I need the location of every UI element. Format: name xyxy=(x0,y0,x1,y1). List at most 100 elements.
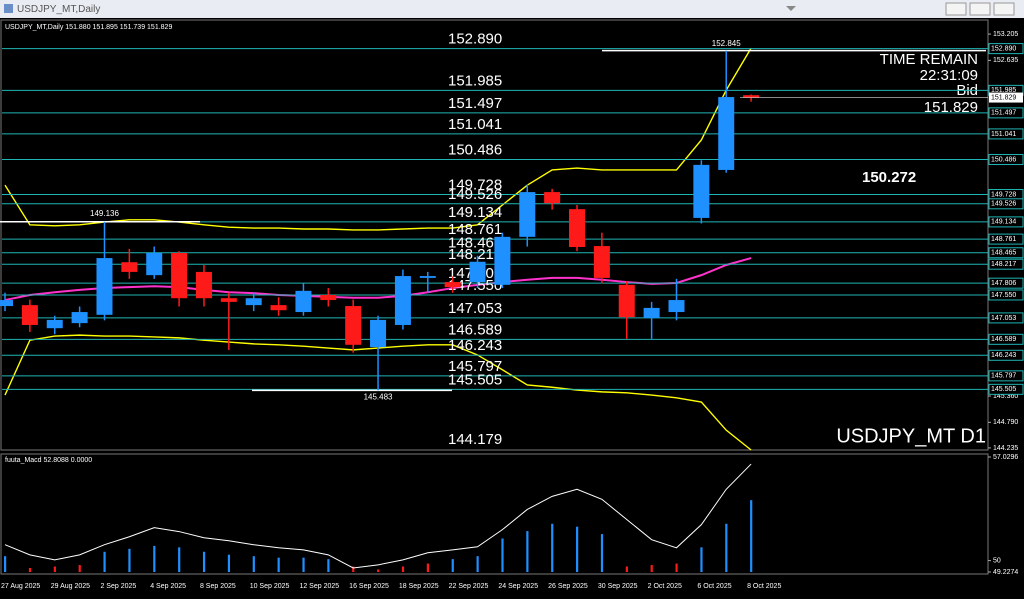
x-tick-label: 24 Sep 2025 xyxy=(498,583,538,590)
macd-bar xyxy=(426,563,429,572)
level-axis-label: 145.797 xyxy=(991,373,1016,380)
level-axis-box xyxy=(988,247,1024,259)
candle-body xyxy=(618,284,635,318)
level-label: 151.497 xyxy=(448,95,502,112)
level-axis-label: 146.589 xyxy=(991,336,1016,343)
macd-bar xyxy=(153,545,156,572)
candle-body xyxy=(444,282,461,288)
bid-axis-label: 151.829 xyxy=(991,94,1016,101)
level-label: 147.550 xyxy=(448,277,502,294)
macd-bar xyxy=(700,547,703,572)
level-axis-label: 147.550 xyxy=(991,292,1016,299)
mid-price: 150.272 xyxy=(862,169,916,186)
candle-body xyxy=(544,192,561,204)
candle-body xyxy=(593,246,610,278)
candle-body xyxy=(494,236,511,285)
macd-bar xyxy=(750,500,753,572)
level-axis-label: 149.134 xyxy=(991,219,1016,226)
bid-price: 151.829 xyxy=(924,99,978,116)
candle-body xyxy=(643,307,660,319)
macd-bar xyxy=(526,531,529,572)
level-axis-box xyxy=(988,383,1024,395)
y-tick-label: 144.790 xyxy=(993,419,1018,426)
x-tick-label: 6 Oct 2025 xyxy=(697,583,731,590)
x-tick-label: 8 Sep 2025 xyxy=(200,583,236,590)
macd-tick-label: 57.0296 xyxy=(993,454,1018,461)
candle-body xyxy=(345,306,362,345)
level-label: 152.890 xyxy=(448,31,502,48)
level-axis-label: 151.041 xyxy=(991,131,1016,138)
macd-bar xyxy=(227,554,231,572)
level-axis-box xyxy=(988,349,1024,361)
macd-bar xyxy=(551,523,554,572)
x-tick-label: 12 Sep 2025 xyxy=(299,583,339,590)
main-panel xyxy=(0,19,989,451)
dropdown[interactable] xyxy=(786,6,796,11)
candle-body xyxy=(46,319,63,329)
macd-bar xyxy=(302,557,305,572)
x-tick-label: 22 Sep 2025 xyxy=(449,583,489,590)
macd-line xyxy=(4,463,752,569)
level-axis-label: 148.217 xyxy=(991,261,1016,268)
level-label: 149.526 xyxy=(448,186,502,203)
close-button[interactable] xyxy=(993,2,1015,16)
candle-body xyxy=(569,209,586,247)
indicator-line xyxy=(4,47,752,231)
candle-body xyxy=(270,305,287,311)
candle-body xyxy=(171,252,188,299)
macd-panel xyxy=(0,453,989,575)
symbol-label: USDJPY_MT D1 xyxy=(836,425,986,447)
candle-body xyxy=(743,95,760,98)
y-tick-label: 152.635 xyxy=(993,57,1018,64)
x-tick-label: 4 Sep 2025 xyxy=(150,583,186,590)
candle-body xyxy=(295,290,312,313)
candle-body xyxy=(370,319,387,348)
candle-body xyxy=(718,97,735,170)
level-axis-box xyxy=(988,370,1024,382)
x-tick-label: 10 Sep 2025 xyxy=(250,583,290,590)
candle-body xyxy=(71,312,88,324)
candle-body xyxy=(394,276,411,325)
macd-tick-label: 50 xyxy=(993,557,1001,564)
level-axis-box xyxy=(988,233,1024,245)
level-axis-label: 150.486 xyxy=(991,156,1016,163)
level-axis-label: 151.985 xyxy=(991,87,1016,94)
macd-bar xyxy=(725,523,728,572)
bid-axis-box xyxy=(989,92,1023,103)
maximize-button[interactable] xyxy=(969,2,991,16)
x-tick-label: 29 Aug 2025 xyxy=(51,583,90,590)
x-tick-label: 30 Sep 2025 xyxy=(598,583,638,590)
macd-bar xyxy=(675,563,678,572)
minimize-button[interactable] xyxy=(945,2,967,16)
candle-body xyxy=(245,298,262,306)
level-label: 150.486 xyxy=(448,141,502,158)
macd-bar xyxy=(501,538,504,572)
level-axis-label: 149.728 xyxy=(991,191,1016,198)
candle-body xyxy=(320,294,337,301)
level-axis-label: 146.243 xyxy=(991,352,1016,359)
candle-body xyxy=(469,261,486,283)
level-label: 146.589 xyxy=(448,321,502,338)
macd-bar xyxy=(600,534,604,572)
time-remain-label: TIME REMAIN xyxy=(880,51,978,68)
level-axis-box xyxy=(988,128,1024,140)
macd-bar xyxy=(401,566,405,572)
level-axis-box xyxy=(988,258,1024,270)
level-label: 148.465 xyxy=(448,235,502,252)
candle-body xyxy=(220,298,237,302)
level-label: 151.985 xyxy=(448,72,502,89)
marker-label: 149.136 xyxy=(90,209,119,218)
macd-bar xyxy=(327,559,330,572)
candle-body xyxy=(519,192,536,237)
x-tick-label: 2 Sep 2025 xyxy=(100,583,136,590)
marker-label: 145.483 xyxy=(364,392,393,401)
candle-body xyxy=(0,300,13,307)
level-label: 147.053 xyxy=(448,300,502,317)
macd-bar xyxy=(377,569,380,572)
level-label: 149.134 xyxy=(448,204,502,221)
macd-bar xyxy=(451,559,454,572)
level-label: 145.505 xyxy=(448,371,502,388)
candle-body xyxy=(195,271,212,299)
x-tick-label: 8 Oct 2025 xyxy=(747,583,781,590)
